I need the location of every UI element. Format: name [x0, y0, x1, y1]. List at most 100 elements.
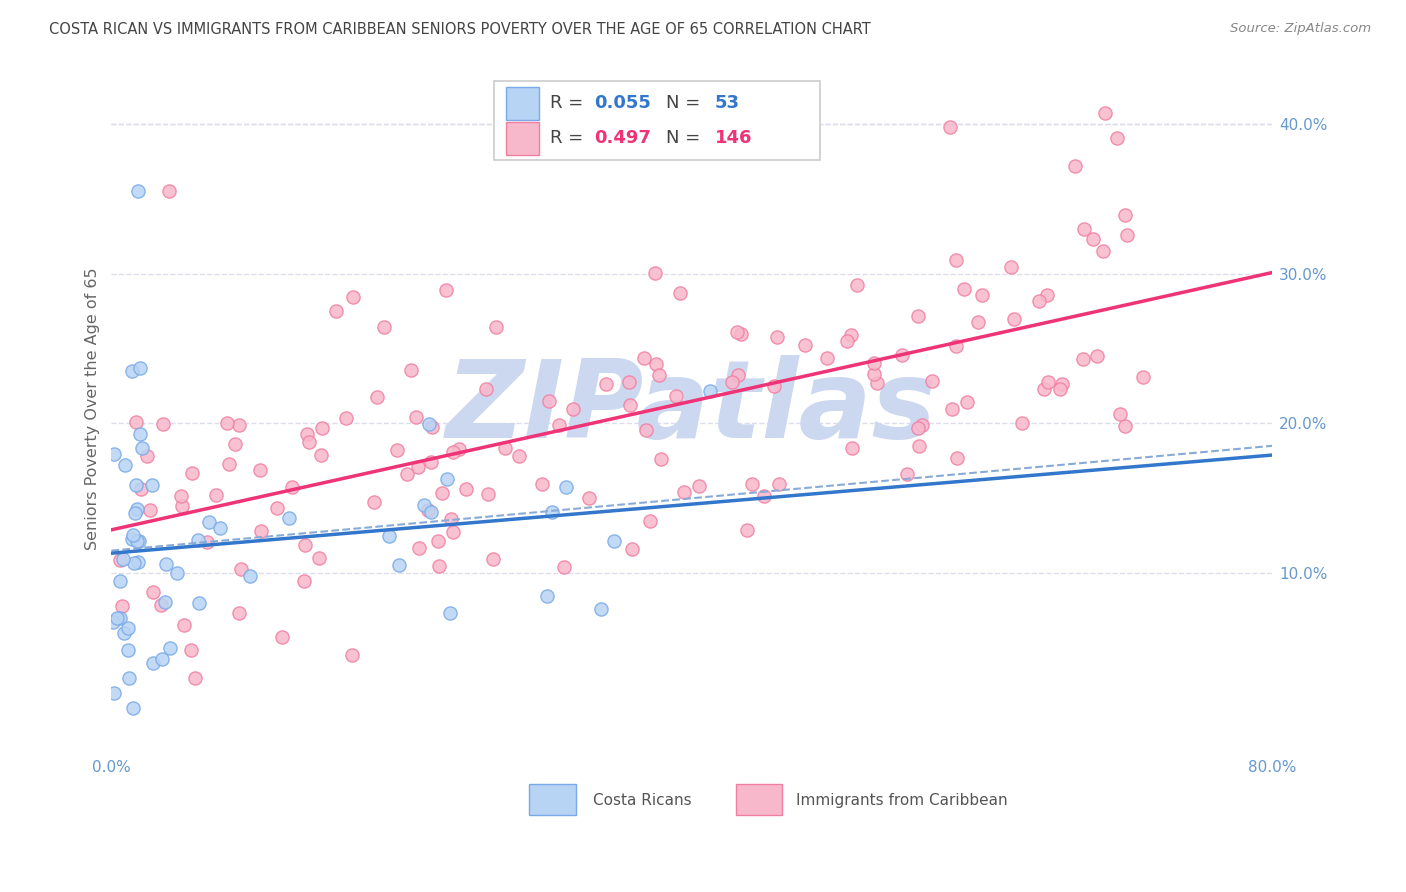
Point — [129, 361, 152, 376]
Point — [155, 557, 177, 571]
Point — [725, 325, 748, 339]
Point — [363, 495, 385, 509]
Point — [741, 476, 763, 491]
Point — [477, 486, 499, 500]
Point — [366, 390, 388, 404]
Point — [142, 585, 165, 599]
Point — [621, 541, 644, 556]
Point — [418, 417, 440, 431]
Point — [699, 384, 721, 398]
Point — [335, 411, 357, 425]
Point — [1049, 382, 1071, 396]
Point — [141, 478, 163, 492]
Point — [129, 483, 152, 497]
Point — [430, 486, 453, 500]
Point — [554, 480, 576, 494]
Point — [548, 116, 571, 130]
Point — [152, 417, 174, 431]
Text: N =: N = — [666, 129, 706, 147]
Point — [228, 417, 250, 432]
Point — [494, 441, 516, 455]
Point — [665, 389, 688, 403]
Point — [325, 304, 347, 318]
Point — [645, 357, 668, 371]
Point — [530, 477, 553, 491]
Point — [187, 596, 209, 610]
Text: Immigrants from Caribbean: Immigrants from Caribbean — [796, 794, 1008, 808]
Point — [436, 472, 458, 486]
Point — [966, 315, 988, 329]
Point — [638, 514, 661, 528]
Point — [617, 375, 640, 389]
Point — [169, 489, 191, 503]
Point — [561, 401, 583, 416]
Point — [124, 556, 146, 570]
Text: 0.055: 0.055 — [595, 95, 651, 112]
Point — [939, 120, 962, 134]
Point — [1011, 416, 1033, 430]
Point — [1094, 105, 1116, 120]
Point — [412, 498, 434, 512]
Point — [271, 630, 294, 644]
Point — [180, 642, 202, 657]
Point — [128, 533, 150, 548]
Point — [311, 448, 333, 462]
Point — [124, 506, 146, 520]
Point — [277, 511, 299, 525]
Point — [1081, 232, 1104, 246]
Point — [195, 534, 218, 549]
Point — [688, 478, 710, 492]
Point — [266, 501, 288, 516]
Point — [846, 278, 869, 293]
Point — [378, 529, 401, 543]
Text: N =: N = — [666, 95, 706, 112]
FancyBboxPatch shape — [495, 81, 820, 161]
Point — [440, 512, 463, 526]
Text: Costa Ricans: Costa Ricans — [593, 794, 692, 808]
Point — [538, 394, 561, 409]
Point — [921, 375, 943, 389]
Point — [166, 566, 188, 581]
Point — [405, 409, 427, 424]
Text: 146: 146 — [716, 129, 752, 147]
Point — [815, 351, 838, 366]
Point — [863, 356, 886, 370]
Point — [122, 701, 145, 715]
Point — [105, 611, 128, 625]
Point — [110, 599, 132, 613]
Point — [427, 533, 450, 548]
Point — [454, 483, 477, 497]
Point — [205, 488, 228, 502]
Point — [139, 503, 162, 517]
Point — [101, 615, 124, 630]
Point — [1063, 159, 1085, 173]
Point — [408, 541, 430, 556]
Point — [340, 648, 363, 662]
Point — [763, 379, 786, 393]
Point — [308, 550, 330, 565]
Point — [896, 467, 918, 482]
Point — [591, 602, 613, 616]
Point — [1071, 352, 1094, 367]
Point — [125, 477, 148, 491]
Point — [416, 503, 439, 517]
Point — [281, 479, 304, 493]
Point — [153, 595, 176, 609]
Point — [1109, 407, 1132, 421]
Point — [578, 491, 600, 505]
Point — [1114, 419, 1136, 434]
Point — [295, 426, 318, 441]
Text: 0.497: 0.497 — [595, 129, 651, 147]
Text: R =: R = — [550, 95, 589, 112]
Point — [125, 502, 148, 516]
Point — [159, 184, 181, 198]
Point — [945, 339, 967, 353]
Point — [970, 288, 993, 302]
Y-axis label: Seniors Poverty Over the Age of 65: Seniors Poverty Over the Age of 65 — [86, 267, 100, 549]
Point — [150, 598, 173, 612]
Point — [103, 686, 125, 700]
Point — [420, 419, 443, 434]
Point — [907, 309, 929, 323]
Point — [1036, 375, 1059, 389]
Point — [841, 441, 863, 455]
